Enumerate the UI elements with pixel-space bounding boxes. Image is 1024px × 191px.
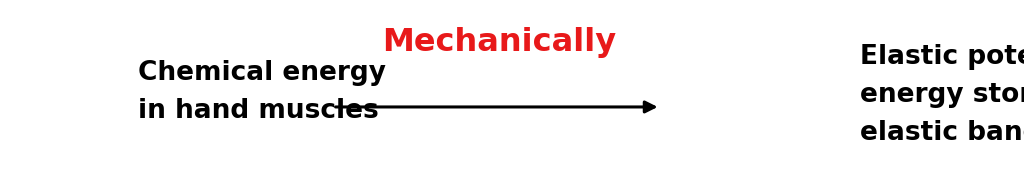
Text: Elastic potential
energy store in
elastic band: Elastic potential energy store in elasti… — [860, 45, 1024, 146]
Text: Mechanically: Mechanically — [382, 27, 615, 57]
Text: Chemical energy
in hand muscles: Chemical energy in hand muscles — [138, 60, 386, 124]
